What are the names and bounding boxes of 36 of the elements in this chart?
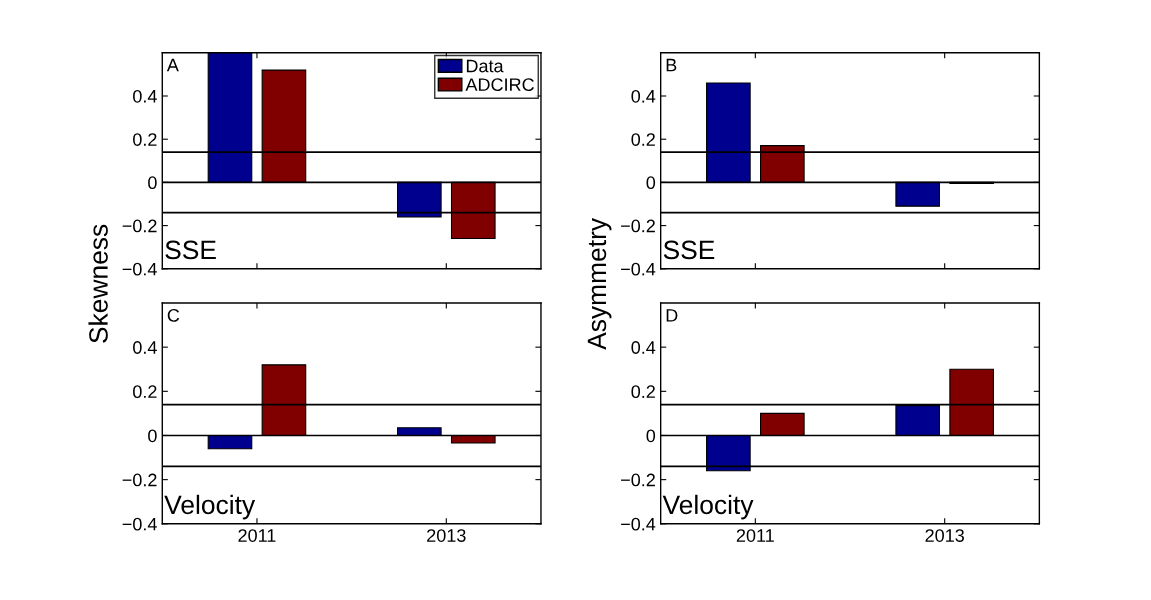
annotation: Velocity: [164, 494, 256, 520]
y-tick-label: 0.2: [133, 133, 157, 146]
y-tick-label: 0: [148, 176, 157, 190]
legend-label: ADCIRC: [465, 78, 534, 92]
annotation: A: [166, 58, 179, 72]
y-tick-label: −0.4: [621, 262, 656, 276]
legend-label: Data: [466, 59, 504, 73]
y-tick-label: −0.2: [122, 219, 157, 233]
annotation: SSE: [663, 240, 715, 260]
annotation: Velocity: [662, 494, 754, 520]
x-tick-label: 2011: [238, 529, 276, 542]
y-tick-label: −0.4: [122, 517, 157, 531]
annotation: SSE: [165, 240, 216, 260]
y-tick-label: 0.4: [133, 341, 157, 354]
y-axis-title: Skewness: [88, 224, 108, 343]
y-tick-label: 0.4: [631, 89, 656, 103]
y-tick-label: −0.4: [122, 262, 157, 276]
x-tick-label: 2011: [736, 529, 774, 542]
y-tick-label: 0.4: [631, 341, 656, 354]
y-tick-label: 0.2: [631, 385, 655, 399]
x-tick-label: 2013: [427, 529, 466, 542]
y-tick-label: 0: [646, 429, 656, 443]
annotation: C: [167, 309, 180, 322]
y-tick-label: 0.4: [133, 89, 157, 103]
y-tick-label: 0: [148, 429, 157, 443]
x-tick-label: 2013: [925, 529, 964, 542]
y-tick-label: −0.4: [621, 517, 656, 531]
y-tick-label: −0.2: [621, 473, 655, 487]
y-tick-label: −0.2: [122, 473, 157, 487]
y-tick-label: 0.2: [631, 133, 655, 146]
y-tick-label: −0.2: [621, 219, 655, 233]
y-tick-label: 0.2: [133, 385, 157, 399]
annotation: B: [666, 58, 677, 72]
annotation: D: [666, 309, 678, 322]
y-axis-title: Asymmetry: [587, 218, 612, 350]
y-tick-label: 0: [646, 176, 656, 190]
